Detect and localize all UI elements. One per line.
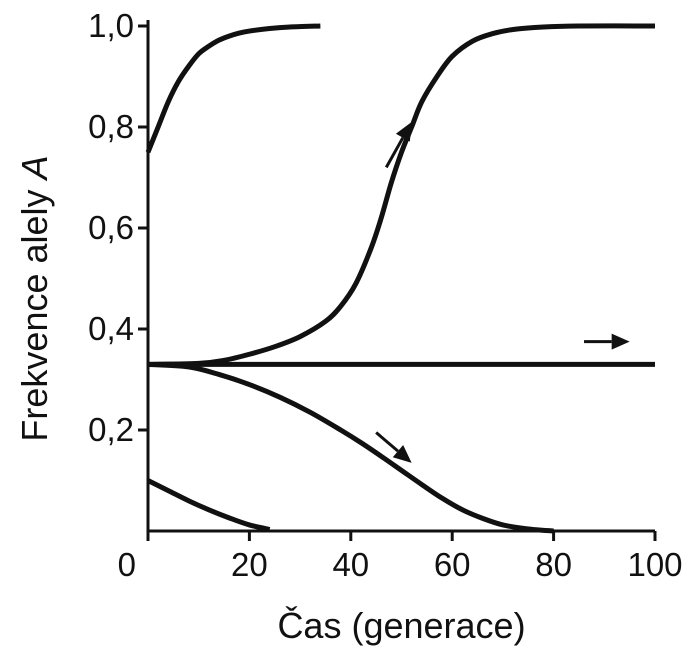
arrow-head bbox=[611, 333, 630, 350]
y-tick-label: 0,2 bbox=[88, 411, 134, 448]
x-tick-label: 80 bbox=[535, 546, 572, 583]
y-tick-label: 0,6 bbox=[88, 209, 134, 246]
y-tick-label: 0,8 bbox=[88, 108, 134, 145]
series-line-5 bbox=[146, 478, 271, 532]
y-axis-label: Frekvence alely A bbox=[14, 155, 55, 441]
y-axis-label-italic: A bbox=[14, 155, 55, 181]
x-tick-label: 20 bbox=[231, 546, 268, 583]
x-axis-label: Čas (generace) bbox=[277, 605, 525, 646]
x-tick-label: 40 bbox=[332, 546, 369, 583]
trend-arrow-1 bbox=[384, 121, 412, 169]
series-line-1 bbox=[145, 23, 321, 154]
series-group bbox=[145, 23, 656, 534]
arrow-shaft bbox=[384, 136, 405, 169]
annotations bbox=[375, 121, 630, 463]
trend-arrow-2 bbox=[584, 333, 630, 350]
y-tick-label: 0,4 bbox=[88, 310, 134, 347]
x-tick-label: 100 bbox=[627, 546, 682, 583]
arrow-head bbox=[392, 445, 412, 463]
arrow-shaft bbox=[375, 431, 399, 453]
x-tick-label: 60 bbox=[434, 546, 471, 583]
axes bbox=[146, 20, 655, 533]
y-axis-label-text: Frekvence alely bbox=[14, 179, 55, 441]
x-tick-label: 0 bbox=[118, 546, 136, 583]
arrow-head bbox=[395, 121, 412, 142]
series-line-4 bbox=[147, 361, 554, 534]
series-line-2 bbox=[147, 23, 656, 367]
ticks: 0,2 0,4 0,6 0,8 1,0 0 20 40 60 80 100 bbox=[88, 7, 682, 583]
trend-arrow-3 bbox=[375, 431, 412, 463]
y-tick-label: 1,0 bbox=[88, 7, 134, 44]
